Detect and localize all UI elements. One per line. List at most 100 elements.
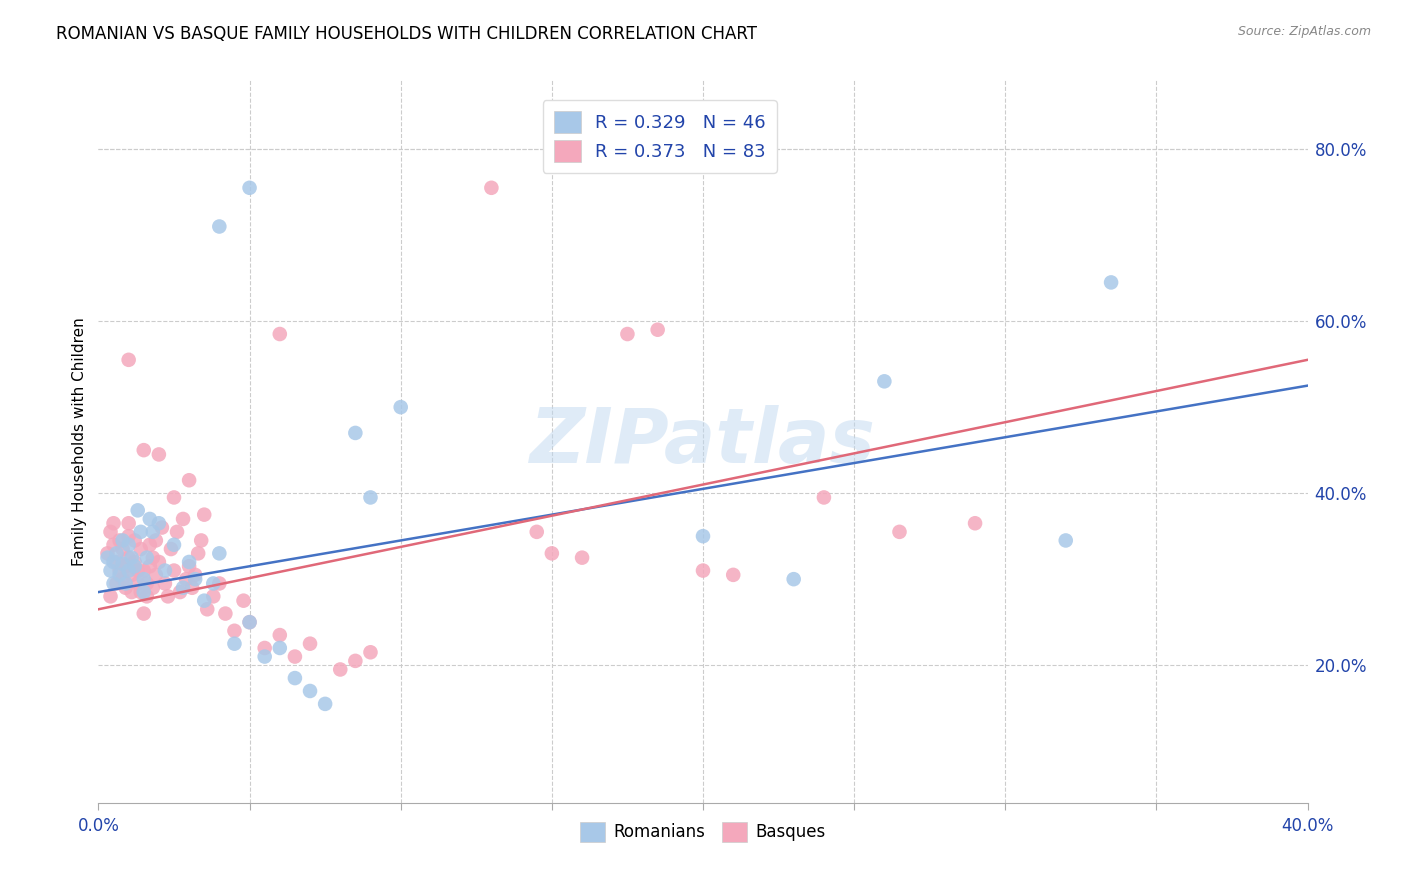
Point <box>239 181 262 195</box>
Point <box>127 564 149 578</box>
Point <box>232 593 254 607</box>
Point <box>121 585 143 599</box>
Point <box>105 555 128 569</box>
Point <box>647 323 669 337</box>
Point <box>179 559 201 574</box>
Point <box>114 576 136 591</box>
Point <box>132 443 155 458</box>
Point <box>118 550 141 565</box>
Point <box>150 520 173 534</box>
Point <box>179 473 201 487</box>
Point <box>139 512 162 526</box>
Point <box>153 576 176 591</box>
Point <box>111 533 134 548</box>
Point <box>314 697 336 711</box>
Point <box>114 559 136 574</box>
Point <box>142 524 165 539</box>
Point <box>153 564 176 578</box>
Point <box>723 567 745 582</box>
Point <box>813 491 835 505</box>
Point <box>111 542 134 557</box>
Point <box>208 546 231 560</box>
Point <box>111 572 134 586</box>
Point <box>139 559 162 574</box>
Point <box>100 524 122 539</box>
Point <box>135 590 157 604</box>
Point <box>214 607 236 621</box>
Point <box>148 447 170 461</box>
Point <box>329 663 352 677</box>
Point <box>121 550 143 565</box>
Point <box>145 567 167 582</box>
Text: Source: ZipAtlas.com: Source: ZipAtlas.com <box>1237 25 1371 38</box>
Point <box>121 567 143 582</box>
Point <box>148 555 170 569</box>
Point <box>172 512 194 526</box>
Point <box>360 645 382 659</box>
Point <box>965 516 987 531</box>
Point <box>202 576 225 591</box>
Point <box>96 550 118 565</box>
Point <box>193 508 215 522</box>
Point <box>184 567 207 582</box>
Point <box>108 533 131 548</box>
Point <box>103 576 125 591</box>
Point <box>132 607 155 621</box>
Point <box>299 637 322 651</box>
Point <box>239 615 262 630</box>
Point <box>118 352 141 367</box>
Point <box>284 671 307 685</box>
Point <box>129 585 152 599</box>
Point <box>103 538 125 552</box>
Point <box>111 557 134 571</box>
Point <box>169 585 191 599</box>
Point <box>135 550 157 565</box>
Point <box>118 538 141 552</box>
Point <box>284 649 307 664</box>
Point <box>124 555 146 569</box>
Point <box>139 538 162 552</box>
Point <box>132 585 155 599</box>
Point <box>132 572 155 586</box>
Point <box>224 637 246 651</box>
Point <box>1099 276 1122 290</box>
Point <box>124 559 146 574</box>
Point <box>195 602 218 616</box>
Point <box>481 181 503 195</box>
Point <box>96 546 118 560</box>
Point <box>360 491 382 505</box>
Point <box>156 590 179 604</box>
Point <box>253 649 276 664</box>
Point <box>145 533 167 548</box>
Point <box>269 326 291 341</box>
Point <box>184 572 207 586</box>
Point <box>160 542 183 557</box>
Point <box>253 640 276 655</box>
Point <box>208 219 231 234</box>
Point <box>389 400 412 414</box>
Point <box>208 576 231 591</box>
Text: ZIPatlas: ZIPatlas <box>530 405 876 478</box>
Point <box>103 516 125 531</box>
Point <box>193 593 215 607</box>
Point <box>103 555 125 569</box>
Point <box>299 684 322 698</box>
Point <box>179 555 201 569</box>
Point <box>540 546 562 560</box>
Point <box>127 503 149 517</box>
Point <box>239 615 262 630</box>
Point <box>163 538 186 552</box>
Legend: Romanians, Basques: Romanians, Basques <box>574 815 832 848</box>
Y-axis label: Family Households with Children: Family Households with Children <box>72 318 87 566</box>
Point <box>132 564 155 578</box>
Point <box>692 529 714 543</box>
Point <box>100 564 122 578</box>
Point <box>344 654 367 668</box>
Point <box>118 529 141 543</box>
Point <box>142 581 165 595</box>
Point <box>269 628 291 642</box>
Point <box>889 524 911 539</box>
Point <box>118 516 141 531</box>
Point <box>118 564 141 578</box>
Text: ROMANIAN VS BASQUE FAMILY HOUSEHOLDS WITH CHILDREN CORRELATION CHART: ROMANIAN VS BASQUE FAMILY HOUSEHOLDS WIT… <box>56 25 758 43</box>
